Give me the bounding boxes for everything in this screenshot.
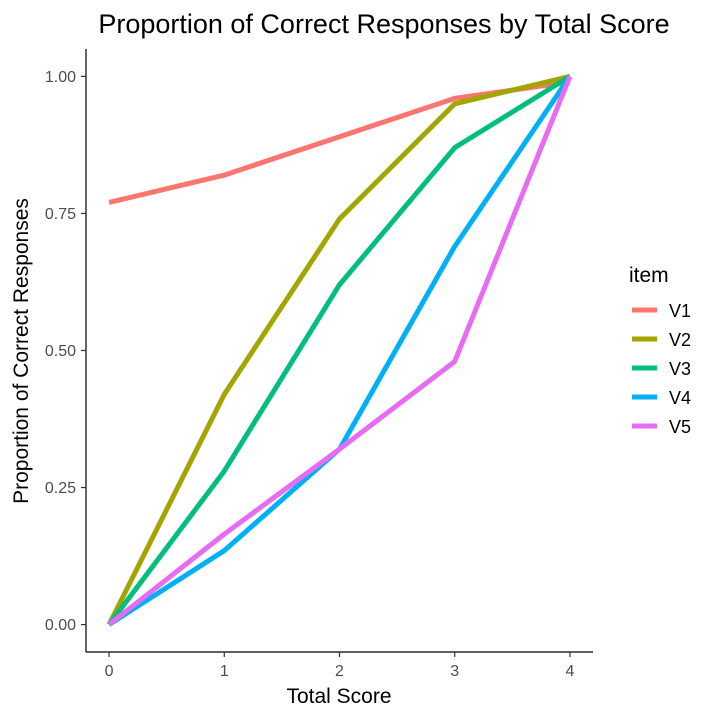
series-line-v5 [107, 75, 573, 627]
legend-label: V1 [669, 301, 691, 321]
x-axis-ticks: 0 1 2 3 4 [105, 652, 575, 680]
y-axis-ticks: 0.00 0.25 0.50 0.75 1.00 [45, 69, 86, 634]
x-tick-label: 1 [220, 663, 229, 680]
series-line-v2 [106, 73, 571, 626]
legend-label: V5 [669, 417, 691, 437]
series-line-v1 [108, 79, 571, 205]
legend-title: item [629, 264, 669, 287]
x-tick-label: 2 [335, 663, 344, 680]
legend-label: V3 [669, 359, 691, 379]
legend: item V1 V2 V3 V4 V5 [629, 264, 691, 437]
y-tick-label: 1.00 [45, 69, 76, 86]
x-axis-label: Total Score [286, 685, 391, 708]
legend-label: V2 [669, 330, 691, 350]
x-tick-label: 0 [105, 663, 114, 680]
legend-items: V1 V2 V3 V4 V5 [632, 301, 691, 437]
legend-label: V4 [669, 388, 691, 408]
y-tick-label: 0.50 [45, 343, 76, 360]
x-tick-label: 4 [566, 663, 575, 680]
series-lines [106, 73, 573, 627]
y-axis-label: Proportion of Correct Responses [10, 198, 33, 504]
series-line-v4 [107, 75, 573, 627]
plot-area: 0 1 2 3 4 0.00 0.25 0.50 0.75 1.00 [45, 49, 593, 680]
chart-title: Proportion of Correct Responses by Total… [98, 9, 669, 39]
y-tick-label: 0.25 [45, 480, 76, 497]
x-tick-label: 3 [450, 663, 459, 680]
series-line-v3 [107, 74, 572, 627]
y-tick-label: 0.00 [45, 617, 76, 634]
y-tick-label: 0.75 [45, 206, 76, 223]
